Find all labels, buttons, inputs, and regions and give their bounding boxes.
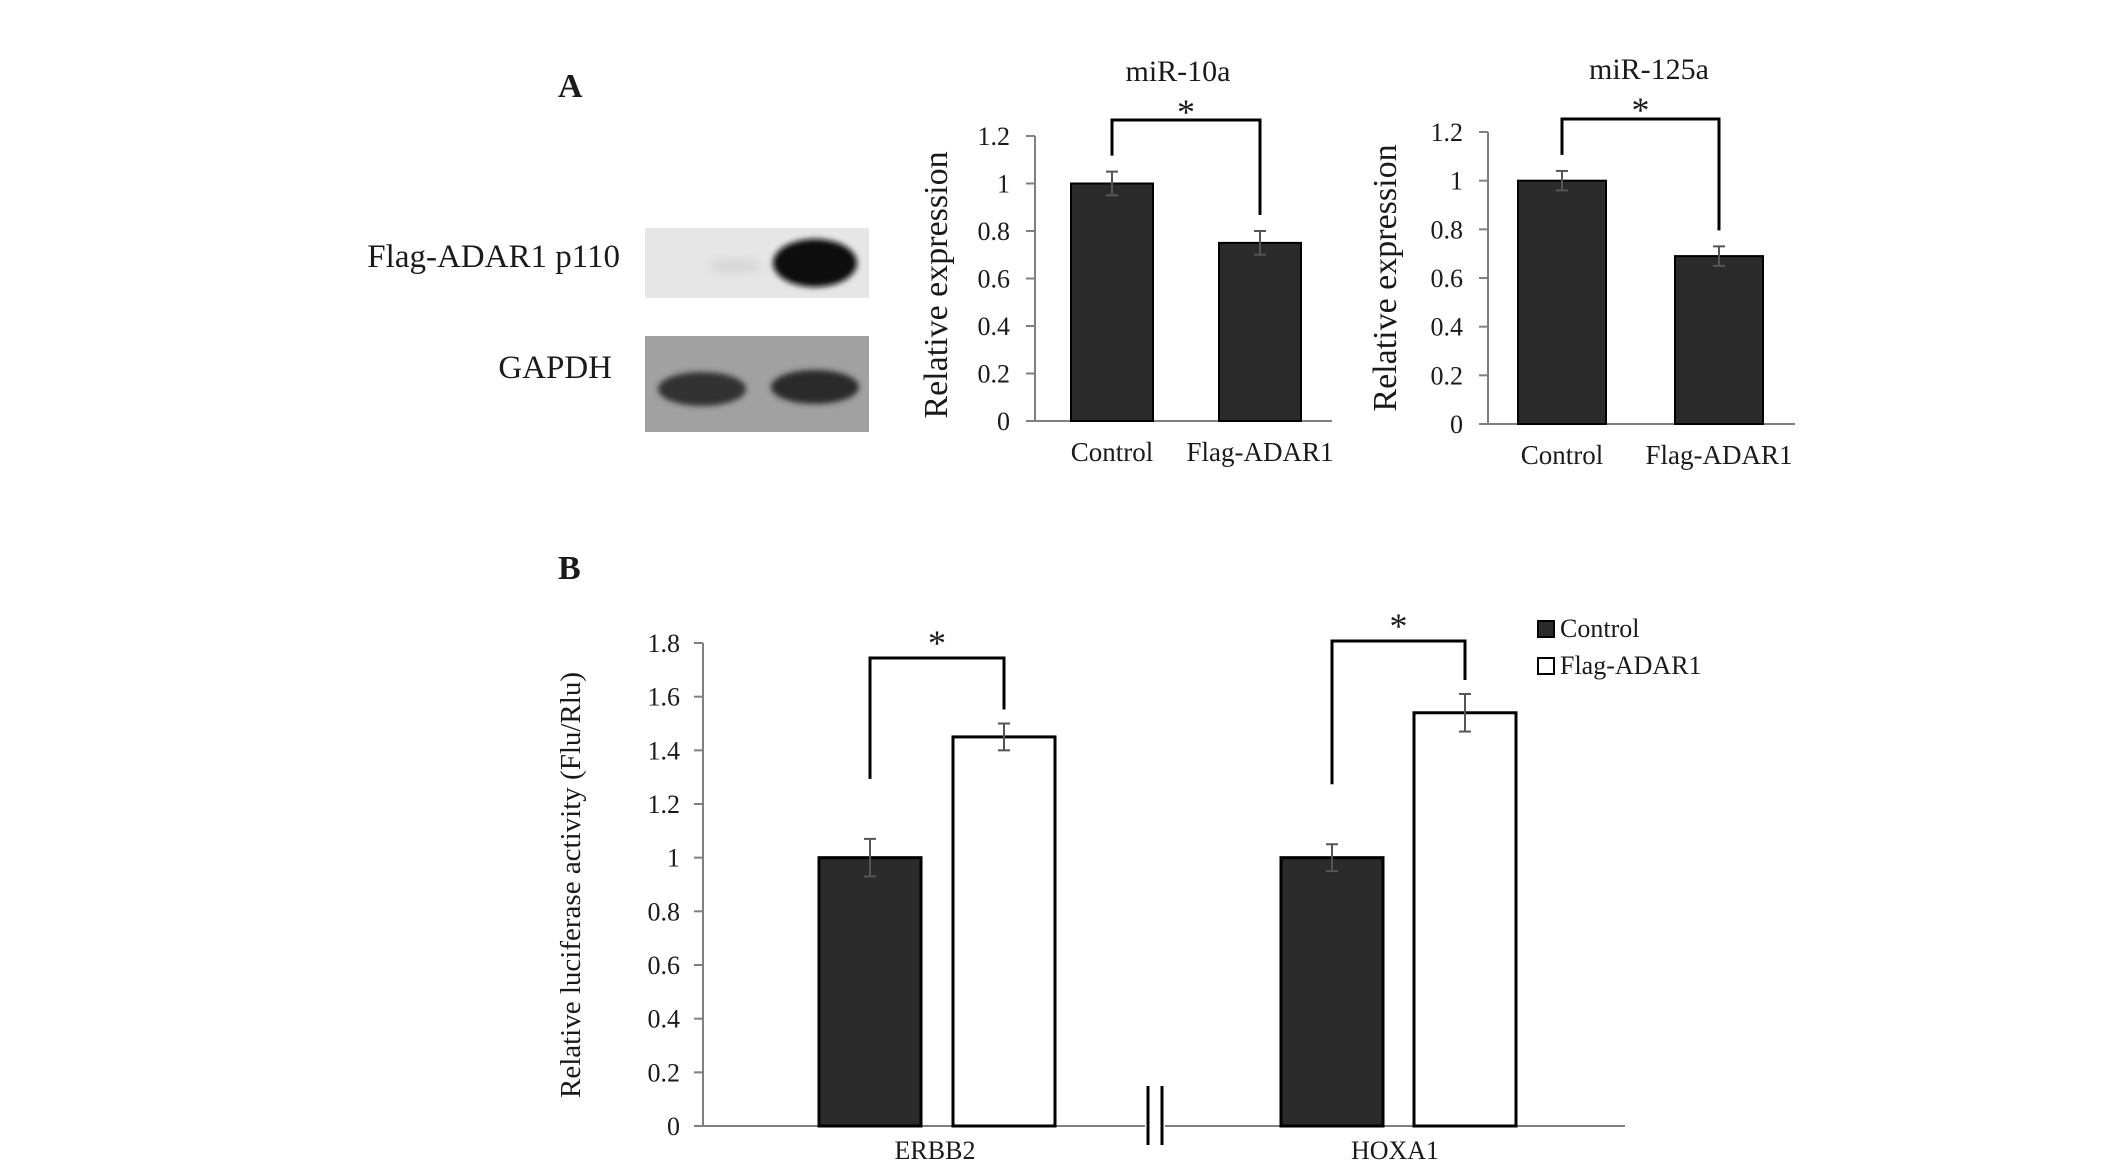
y-tick-label: 1.2 bbox=[648, 790, 681, 819]
panel-label-a: A bbox=[558, 68, 583, 105]
y-tick-label: 0.8 bbox=[1431, 215, 1464, 244]
y-tick-label: 0.8 bbox=[648, 897, 681, 926]
significance-star: * bbox=[1632, 90, 1650, 130]
x-tick-label: Flag-ADAR1 bbox=[1187, 437, 1334, 467]
y-tick-label: 0 bbox=[997, 407, 1010, 436]
bar-hoxa1-control bbox=[1279, 856, 1385, 1128]
x-tick-label: HOXA1 bbox=[1351, 1136, 1439, 1165]
y-tick-label: 0.4 bbox=[1431, 313, 1464, 342]
bar-control bbox=[1070, 182, 1154, 422]
bar-control bbox=[1517, 179, 1607, 425]
bar-erbb2-flag-adar1 bbox=[951, 735, 1057, 1128]
y-tick-label: 1.8 bbox=[648, 629, 681, 658]
chart-title: miR-10a bbox=[1126, 55, 1231, 88]
mir-10a-chart: miR-10a Relative expression 0 0.2 0.4 0.6 0.8 1… bbox=[918, 55, 1334, 467]
x-tick-label: ERBB2 bbox=[895, 1136, 976, 1165]
y-tick-label: 1 bbox=[997, 170, 1010, 199]
y-tick-label: 0.2 bbox=[1431, 361, 1464, 390]
y-tick-label: 0.6 bbox=[978, 265, 1011, 294]
mir-125a-chart: miR-125a Relative expression 0 0.2 0.4 0.6 0.8… bbox=[1367, 53, 1795, 470]
panel-label-b: B bbox=[558, 550, 581, 587]
western-blot: Flag-ADAR1 p110 GAPDH bbox=[367, 228, 869, 432]
legend-label: Control bbox=[1560, 614, 1639, 643]
y-tick-label: 1.2 bbox=[978, 122, 1011, 151]
y-tick-label: 1.6 bbox=[648, 683, 681, 712]
y-tick-label: 1 bbox=[1450, 167, 1463, 196]
x-tick-label: Control bbox=[1071, 437, 1154, 467]
luciferase-chart: Relative luciferase activity (Flu/Rlu) 0 0… bbox=[555, 606, 1702, 1165]
y-tick-label: 1.2 bbox=[1431, 118, 1464, 147]
y-axis-label: Relative expression bbox=[1367, 144, 1404, 411]
y-tick-label: 0 bbox=[667, 1112, 680, 1141]
y-tick-label: 0 bbox=[1450, 410, 1463, 439]
x-tick-label: Flag-ADAR1 bbox=[1646, 440, 1793, 470]
y-tick-label: 1 bbox=[667, 844, 680, 873]
y-tick-label: 0.8 bbox=[978, 217, 1011, 246]
legend-label: Flag-ADAR1 bbox=[1560, 651, 1702, 680]
significance-star: * bbox=[1390, 606, 1408, 646]
bar-erbb2-control bbox=[817, 856, 923, 1128]
y-tick-label: 1.4 bbox=[648, 736, 681, 765]
blot-strip-flag-adar1 bbox=[645, 228, 869, 298]
y-tick-label: 0.2 bbox=[648, 1058, 681, 1087]
y-tick-label: 0.4 bbox=[648, 1005, 681, 1034]
significance-star: * bbox=[928, 623, 946, 663]
blot-label-flag-adar1: Flag-ADAR1 p110 bbox=[367, 239, 620, 275]
x-tick-label: Control bbox=[1521, 440, 1604, 470]
chart-title: miR-125a bbox=[1589, 53, 1709, 86]
legend-swatch-control bbox=[1537, 620, 1555, 638]
blot-strip-gapdh bbox=[645, 336, 869, 432]
significance-bracket bbox=[868, 656, 1006, 779]
bar-flag-adar1 bbox=[1674, 255, 1764, 425]
legend-swatch-flag-adar1 bbox=[1537, 657, 1555, 675]
significance-star: * bbox=[1177, 92, 1195, 132]
y-tick-label: 0.6 bbox=[648, 951, 681, 980]
bar-flag-adar1 bbox=[1218, 241, 1302, 422]
blot-label-gapdh: GAPDH bbox=[498, 350, 612, 386]
significance-bracket bbox=[1110, 118, 1262, 215]
significance-bracket bbox=[1330, 639, 1467, 785]
y-axis-label: Relative expression bbox=[918, 151, 955, 418]
y-tick-label: 0.4 bbox=[978, 312, 1011, 341]
significance-bracket bbox=[1560, 117, 1721, 231]
y-axis-label: Relative luciferase activity (Flu/Rlu) bbox=[555, 672, 587, 1098]
axis-break-gap bbox=[1145, 1085, 1165, 1145]
y-tick-label: 0.2 bbox=[978, 360, 1011, 389]
bar-hoxa1-flag-adar1 bbox=[1412, 711, 1518, 1128]
y-tick-label: 0.6 bbox=[1431, 264, 1464, 293]
